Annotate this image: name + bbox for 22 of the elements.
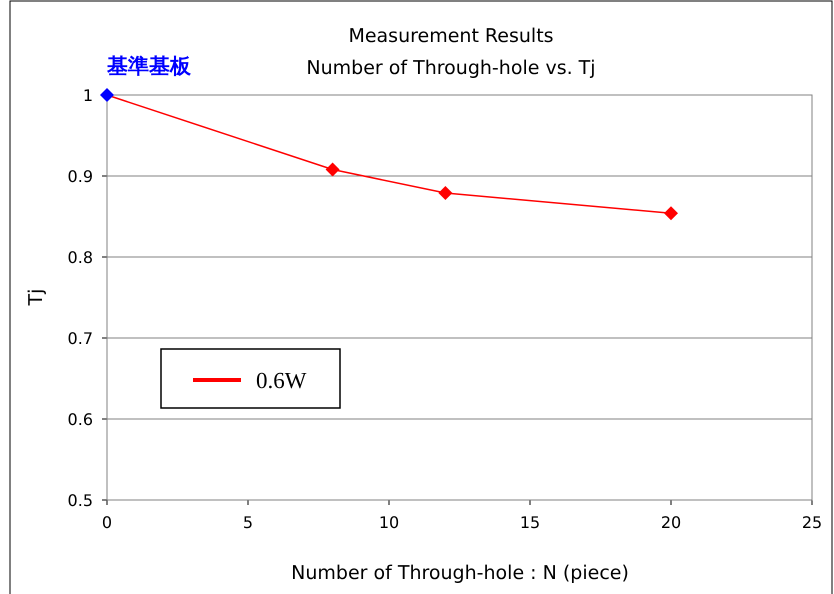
- chart-title: Measurement Results: [348, 25, 554, 47]
- y-axis-title: Tj: [25, 288, 47, 306]
- y-tick-label: 1: [82, 86, 93, 105]
- y-tick-label: 0.7: [68, 329, 93, 348]
- point: [664, 206, 678, 220]
- chart-subtitle: Number of Through-hole vs. Tj: [306, 57, 596, 79]
- x-tick-label: 10: [378, 513, 400, 532]
- x-tick-label: 0: [102, 513, 112, 532]
- y-tick-label: 0.6: [68, 410, 93, 429]
- annotation: 基準基板: [106, 55, 192, 78]
- y-tick-label: 0.5: [68, 491, 93, 510]
- x-tick-label: 15: [520, 513, 540, 532]
- y-tick-label: 0.9: [68, 167, 93, 186]
- x-tick-label: 20: [660, 513, 682, 532]
- y-tick-label: 0.8: [68, 248, 93, 267]
- x-axis-title: Number of Through-hole : N (piece): [291, 562, 629, 584]
- x-tick-label: 25: [802, 513, 822, 532]
- legend-label: 0.6W: [256, 368, 307, 393]
- point: [100, 88, 114, 102]
- point: [326, 162, 340, 177]
- point: [438, 186, 452, 200]
- x-tick-label: 5: [242, 513, 254, 532]
